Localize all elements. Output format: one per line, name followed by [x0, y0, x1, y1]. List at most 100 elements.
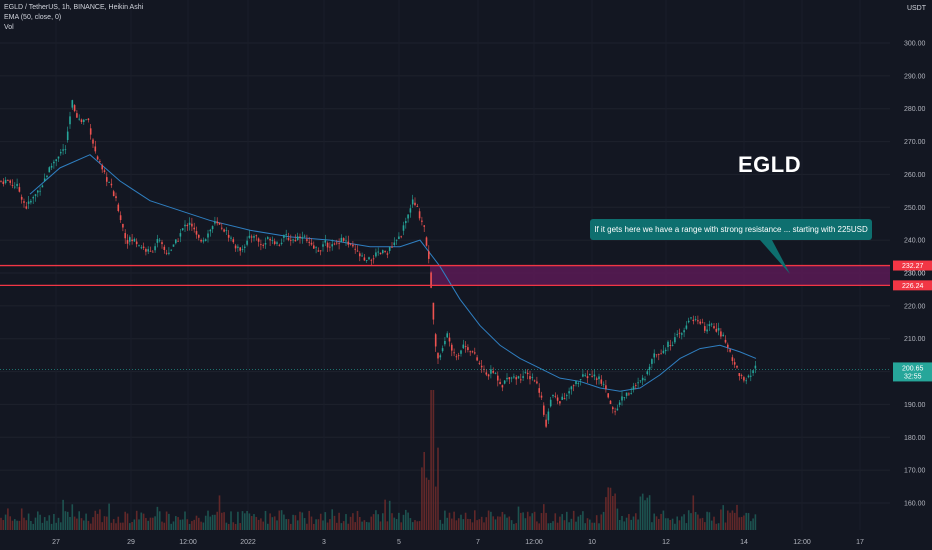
volume-bar: [467, 518, 469, 530]
candle-body: [570, 386, 573, 390]
candle-body: [524, 371, 527, 373]
volume-bar: [7, 508, 9, 530]
candle-body: [89, 128, 92, 135]
volume-bar: [18, 520, 21, 530]
time-tick-label: 5: [397, 539, 401, 546]
candle-body: [713, 326, 715, 329]
candle-body: [283, 235, 285, 238]
volume-bar: [667, 518, 669, 530]
volume-bar: [11, 520, 14, 530]
candle-body: [421, 220, 423, 222]
candle-body: [393, 242, 396, 245]
volume-bar: [434, 486, 437, 530]
candle-body: [547, 411, 550, 421]
candle-body: [586, 376, 589, 379]
candle-body: [572, 385, 575, 387]
volume-bar: [731, 510, 734, 530]
volume-bar: [368, 522, 370, 530]
volume-bar: [80, 518, 83, 530]
time-axis[interactable]: 27 29 12:00 2022 3 5 7 12:00 10 12 14 12:00 17: [52, 539, 864, 546]
volume-bar: [598, 523, 600, 530]
price-axis[interactable]: 160.00170.00180.00190.00200.00210.00220.…: [893, 41, 932, 508]
candle-body: [365, 260, 368, 261]
volume-bar: [595, 515, 598, 530]
candle-body: [39, 190, 41, 192]
candle-body: [664, 349, 667, 352]
candle-body: [326, 242, 329, 248]
candle-body: [428, 251, 430, 259]
volume-bar: [425, 477, 428, 530]
volume-bar: [87, 520, 90, 530]
candle-body: [372, 258, 375, 260]
candle-body: [18, 187, 21, 192]
volume-bar: [303, 518, 306, 530]
candle-body: [317, 250, 320, 252]
volume-bar: [690, 513, 692, 530]
candle-body: [57, 156, 60, 159]
resistance-zone-fill: [430, 265, 890, 286]
price-tick-label: 230.00: [904, 271, 926, 278]
candle-body: [278, 244, 281, 246]
candle-body: [255, 235, 258, 237]
candle-body: [582, 374, 584, 377]
candle-body: [400, 236, 402, 238]
candle-body: [453, 352, 455, 354]
candle-body: [568, 391, 570, 394]
volume-bar: [69, 516, 71, 530]
volume-legend[interactable]: Vol: [4, 24, 14, 31]
candle-body: [584, 374, 586, 376]
volume-bar: [179, 519, 182, 530]
candle-body: [331, 244, 333, 247]
volume-bar: [584, 523, 586, 530]
volume-bar: [664, 518, 667, 530]
volume-bar: [319, 513, 322, 530]
candle-body: [418, 211, 421, 219]
candle-body: [158, 239, 161, 241]
candle-body: [156, 239, 159, 243]
candle-body: [133, 238, 136, 242]
candle-body: [296, 236, 299, 241]
candle-body: [170, 249, 172, 251]
resistance-label-bg: [893, 280, 932, 291]
candle-body: [517, 376, 520, 379]
ema-line: [29, 154, 757, 392]
price-tick-label: 250.00: [904, 205, 926, 212]
volume-bar: [752, 518, 754, 530]
candle-body: [646, 371, 649, 375]
candle-body: [685, 325, 688, 329]
current-price-label-bg: [893, 362, 932, 382]
candle-body: [563, 398, 566, 400]
candle-body: [405, 221, 407, 224]
candle-body: [177, 240, 179, 242]
resistance-zone[interactable]: [430, 265, 890, 286]
volume-bar: [149, 517, 152, 530]
volume-bar: [451, 518, 453, 530]
candle-body: [556, 397, 559, 401]
volume-bar: [96, 513, 99, 530]
volume-bar: [683, 514, 685, 530]
volume-bar: [660, 513, 662, 530]
annotation-title[interactable]: EGLD: [738, 152, 802, 177]
callout-note[interactable]: If it gets here we have a range with str…: [590, 219, 872, 240]
candle-body: [559, 401, 561, 404]
ema-legend[interactable]: EMA (50, close, 0): [4, 14, 62, 21]
symbol-title[interactable]: EGLD / TetherUS, 1h, BINANCE, Heikin Ash…: [4, 4, 144, 11]
candle-body: [635, 385, 637, 386]
volume-bar: [540, 513, 543, 530]
volume-bar: [651, 522, 653, 530]
candle-body: [697, 320, 699, 322]
volume-bar: [147, 520, 149, 530]
volume-bar: [365, 521, 368, 530]
candle-body: [503, 380, 506, 384]
resistance-lines[interactable]: 232.27 226.24: [0, 260, 932, 370]
volume-bar: [108, 503, 110, 530]
volume-bar: [345, 514, 347, 530]
volume-bar: [510, 520, 513, 530]
candle-body: [674, 337, 676, 343]
volume-bar: [678, 520, 681, 530]
candle-body: [230, 237, 232, 239]
candle-body: [108, 182, 110, 183]
volume-bar: [639, 496, 642, 530]
volume-bar: [200, 521, 202, 530]
